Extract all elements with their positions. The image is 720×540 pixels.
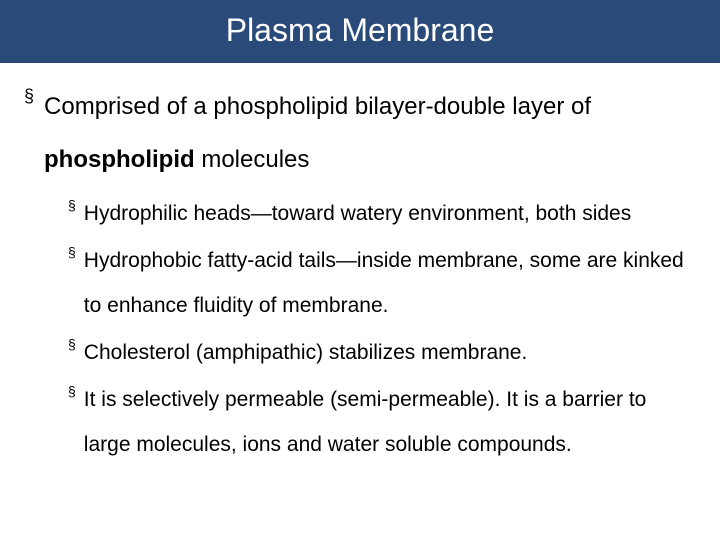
main-prefix: Comprised of a phospholipid bilayer-doub… xyxy=(44,93,591,120)
sub-bullet: § It is selectively permeable (semi-perm… xyxy=(68,377,696,467)
slide-title: Plasma Membrane xyxy=(226,12,495,48)
content-area: § Comprised of a phospholipid bilayer-do… xyxy=(0,63,720,467)
sub-bullet-text: Cholesterol (amphipathic) stabilizes mem… xyxy=(84,330,528,375)
bullet-marker-icon: § xyxy=(24,81,34,111)
bullet-marker-icon: § xyxy=(68,238,76,266)
sub-bullet-text: Hydrophobic fatty-acid tails—inside memb… xyxy=(84,238,696,328)
bullet-marker-icon: § xyxy=(68,330,76,358)
title-bar: Plasma Membrane xyxy=(0,0,720,63)
main-bullet-text: Comprised of a phospholipid bilayer-doub… xyxy=(44,81,696,187)
main-bold: phospholipid xyxy=(44,146,195,173)
sub-list: § Hydrophilic heads—toward watery enviro… xyxy=(24,191,696,468)
main-bullet: § Comprised of a phospholipid bilayer-do… xyxy=(24,81,696,187)
bullet-marker-icon: § xyxy=(68,191,76,219)
sub-bullet: § Hydrophilic heads—toward watery enviro… xyxy=(68,191,696,236)
sub-bullet: § Hydrophobic fatty-acid tails—inside me… xyxy=(68,238,696,328)
sub-bullet: § Cholesterol (amphipathic) stabilizes m… xyxy=(68,330,696,375)
sub-bullet-text: It is selectively permeable (semi-permea… xyxy=(84,377,696,467)
main-suffix: molecules xyxy=(195,146,310,173)
bullet-marker-icon: § xyxy=(68,377,76,405)
sub-bullet-text: Hydrophilic heads—toward watery environm… xyxy=(84,191,631,236)
